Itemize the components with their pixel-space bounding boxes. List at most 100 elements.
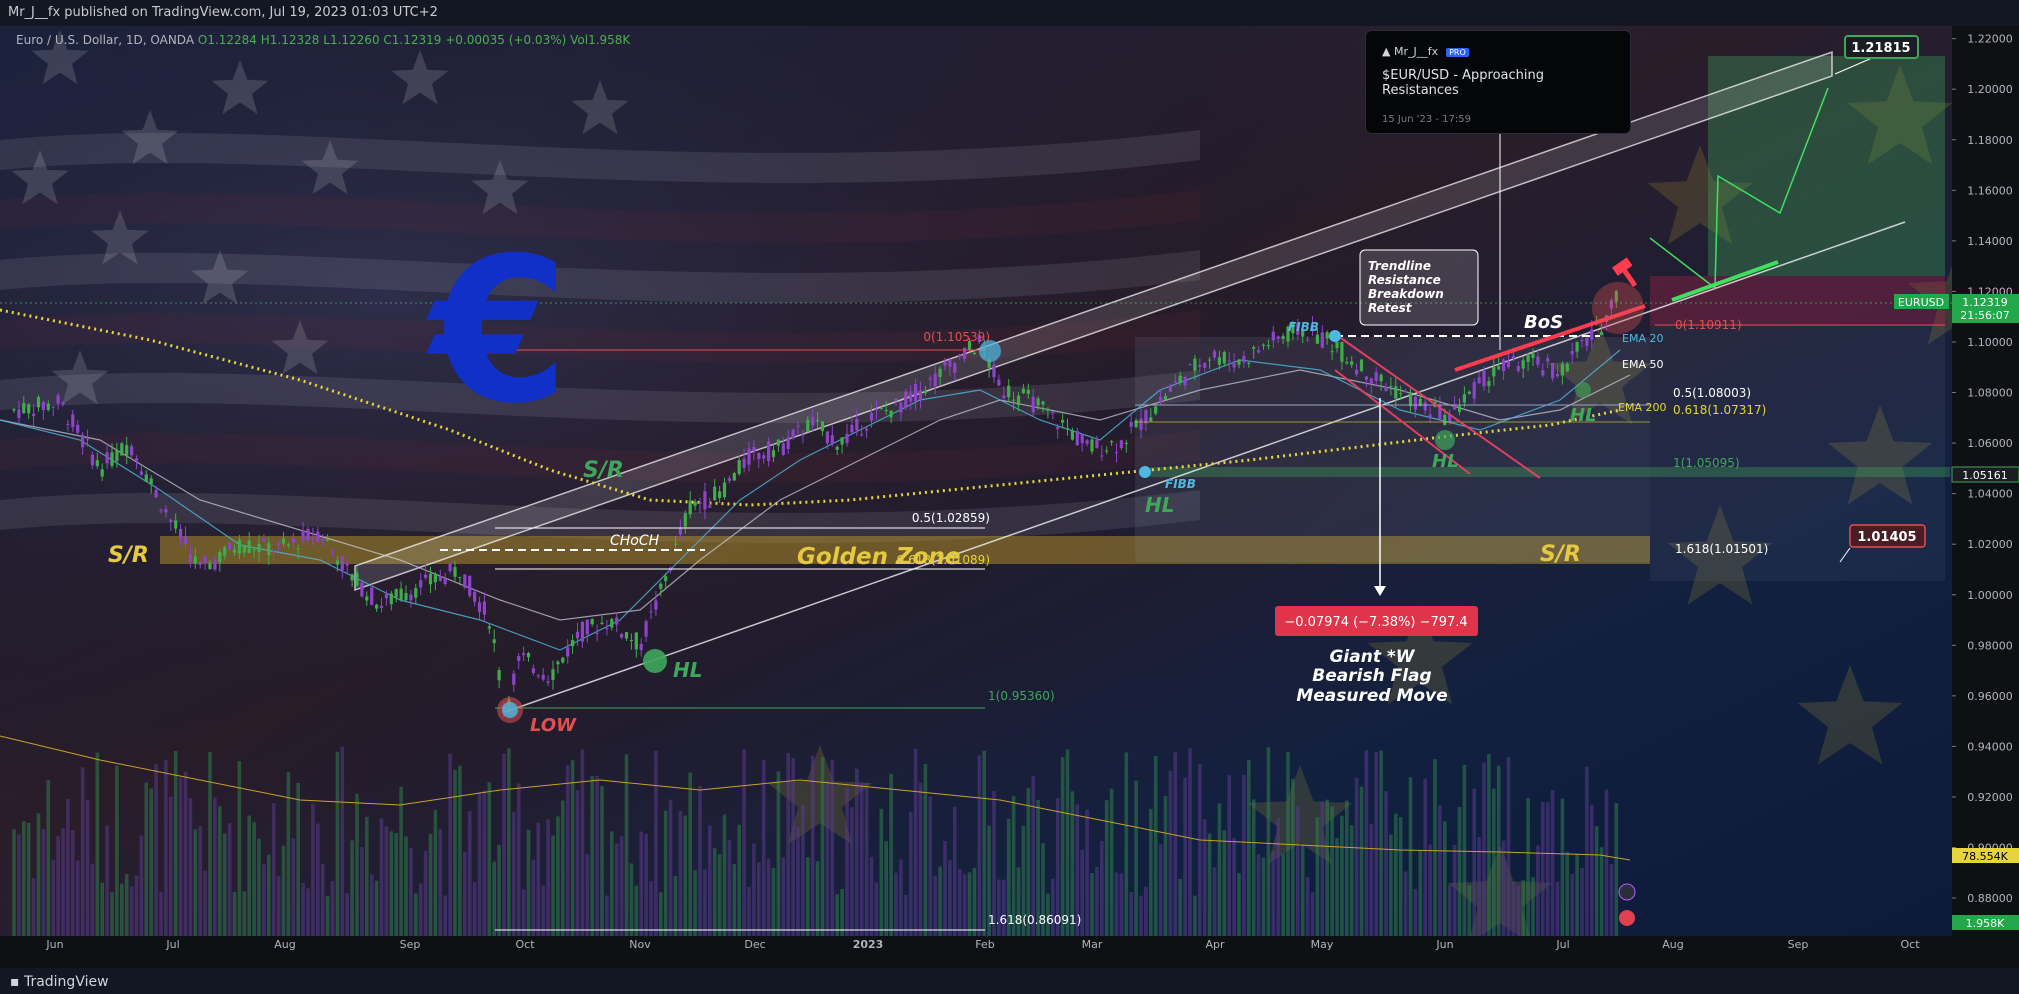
candle-body xyxy=(375,604,379,609)
candle-body xyxy=(468,575,472,596)
candle-body xyxy=(1291,322,1295,334)
volume-bar xyxy=(512,812,516,936)
volume-bar xyxy=(899,859,903,936)
volume-bar xyxy=(66,798,70,936)
candle-body xyxy=(438,575,442,581)
ohlc-low: L1.12260 xyxy=(323,33,380,47)
idea-author[interactable]: Mr_J__fx xyxy=(1393,45,1439,58)
candle-body xyxy=(742,458,746,468)
ascending-channel xyxy=(354,50,1833,592)
candle-body xyxy=(1497,366,1501,370)
volume-bar xyxy=(1330,806,1334,936)
volume-bar xyxy=(864,782,869,936)
volume-bar xyxy=(1443,821,1447,936)
candle-body xyxy=(71,414,75,428)
candle-body xyxy=(522,653,526,656)
candle-body xyxy=(1144,410,1148,424)
candle-body xyxy=(1511,356,1515,359)
candle-body xyxy=(1119,440,1123,449)
volume-bar xyxy=(389,831,394,936)
volume-bar xyxy=(257,838,261,936)
idea-card[interactable]: ▲ Mr_J__fx PRO $EUR/USD - Approaching Res… xyxy=(1365,30,1631,134)
candle-body xyxy=(419,580,423,588)
candle-body xyxy=(1188,364,1192,366)
chart-canvas[interactable]: 1.220001.200001.180001.160001.140001.120… xyxy=(0,26,2019,968)
volume-bar xyxy=(977,755,982,936)
candle-body xyxy=(600,622,604,624)
candle-body xyxy=(394,589,398,598)
candle-body xyxy=(1257,350,1261,353)
lightning-icon[interactable] xyxy=(1618,883,1636,901)
volume-bar xyxy=(766,858,771,936)
candle-body xyxy=(1457,406,1462,412)
candle-body xyxy=(1423,402,1427,411)
volume-bar xyxy=(521,889,526,936)
volume-bar xyxy=(761,760,766,936)
candle-body xyxy=(1070,430,1074,440)
candle-body xyxy=(179,528,183,539)
volume-bar xyxy=(1051,878,1055,936)
symbol-row: Euro / U.S. Dollar, 1D, OANDA O1.12284 H… xyxy=(16,33,630,47)
volume-bar xyxy=(600,786,604,936)
fib-right-label-1: 1(1.05095) xyxy=(1673,456,1740,470)
candle-body xyxy=(1310,326,1315,331)
candle-body xyxy=(218,552,222,563)
star-shape xyxy=(191,250,249,305)
volume-bar xyxy=(124,874,129,936)
volume-bar xyxy=(1139,895,1143,936)
volume-bar xyxy=(948,860,952,936)
volume-bar xyxy=(614,843,619,936)
volume-bar xyxy=(31,877,36,936)
y-tick-label: 1.20000 xyxy=(1967,83,2013,96)
candle-body xyxy=(365,596,369,601)
volume-bar xyxy=(1541,802,1545,936)
us-flag-icon[interactable] xyxy=(1619,910,1635,926)
volume-bar xyxy=(1207,833,1212,936)
candle-body xyxy=(1222,352,1226,364)
volume-bar xyxy=(281,845,286,936)
candle-body xyxy=(1443,414,1447,426)
candle-body xyxy=(183,536,188,545)
volume-bar xyxy=(1178,878,1182,936)
candle-body xyxy=(1026,389,1030,394)
volume-bar xyxy=(810,755,815,936)
candle-body xyxy=(590,619,594,625)
candle-body xyxy=(159,510,163,512)
footer-bar: ▪ TradingView xyxy=(0,968,2019,994)
tradingview-logo[interactable]: ▪ TradingView xyxy=(10,974,109,990)
ohlc-close: C1.12319 xyxy=(383,33,442,47)
volume-bar xyxy=(708,825,712,936)
volume-bar xyxy=(938,866,942,936)
measure-badge-text: −0.07974 (−7.38%) −797.4 xyxy=(1284,615,1467,630)
volume-bar xyxy=(1398,816,1403,936)
candle-body xyxy=(1271,331,1275,341)
star-shape xyxy=(1247,765,1353,865)
candle-body xyxy=(345,563,349,566)
candle-body xyxy=(1394,386,1398,399)
resistance-retest-line xyxy=(1454,304,1646,372)
candle-body xyxy=(1242,356,1246,363)
candle-body xyxy=(330,549,335,551)
volume-bar xyxy=(1418,850,1423,936)
candle-body xyxy=(1281,335,1285,340)
candle-body xyxy=(992,364,996,378)
target-price-text: 1.21815 xyxy=(1851,41,1910,56)
candle-body xyxy=(379,605,384,608)
candle-body xyxy=(860,434,864,436)
volume-bar xyxy=(771,867,776,936)
candle-body xyxy=(1002,395,1006,399)
candle-body xyxy=(1095,439,1099,449)
candle-body xyxy=(865,428,869,431)
ohlc-change: +0.00035 (+0.03%) xyxy=(445,33,567,47)
candle-body xyxy=(561,657,565,663)
volume-bar xyxy=(1075,804,1080,936)
volume-bar xyxy=(776,771,781,936)
published-text: Mr_J__fx published on TradingView.com, J… xyxy=(8,5,438,20)
idea-title[interactable]: $EUR/USD - Approaching Resistances xyxy=(1382,68,1545,98)
candle-body xyxy=(1105,450,1109,452)
candle-body xyxy=(115,449,119,462)
candle-body xyxy=(22,403,26,414)
candle-body xyxy=(1041,401,1045,405)
volume-bar xyxy=(962,874,967,936)
measure-badge xyxy=(1275,606,1478,636)
